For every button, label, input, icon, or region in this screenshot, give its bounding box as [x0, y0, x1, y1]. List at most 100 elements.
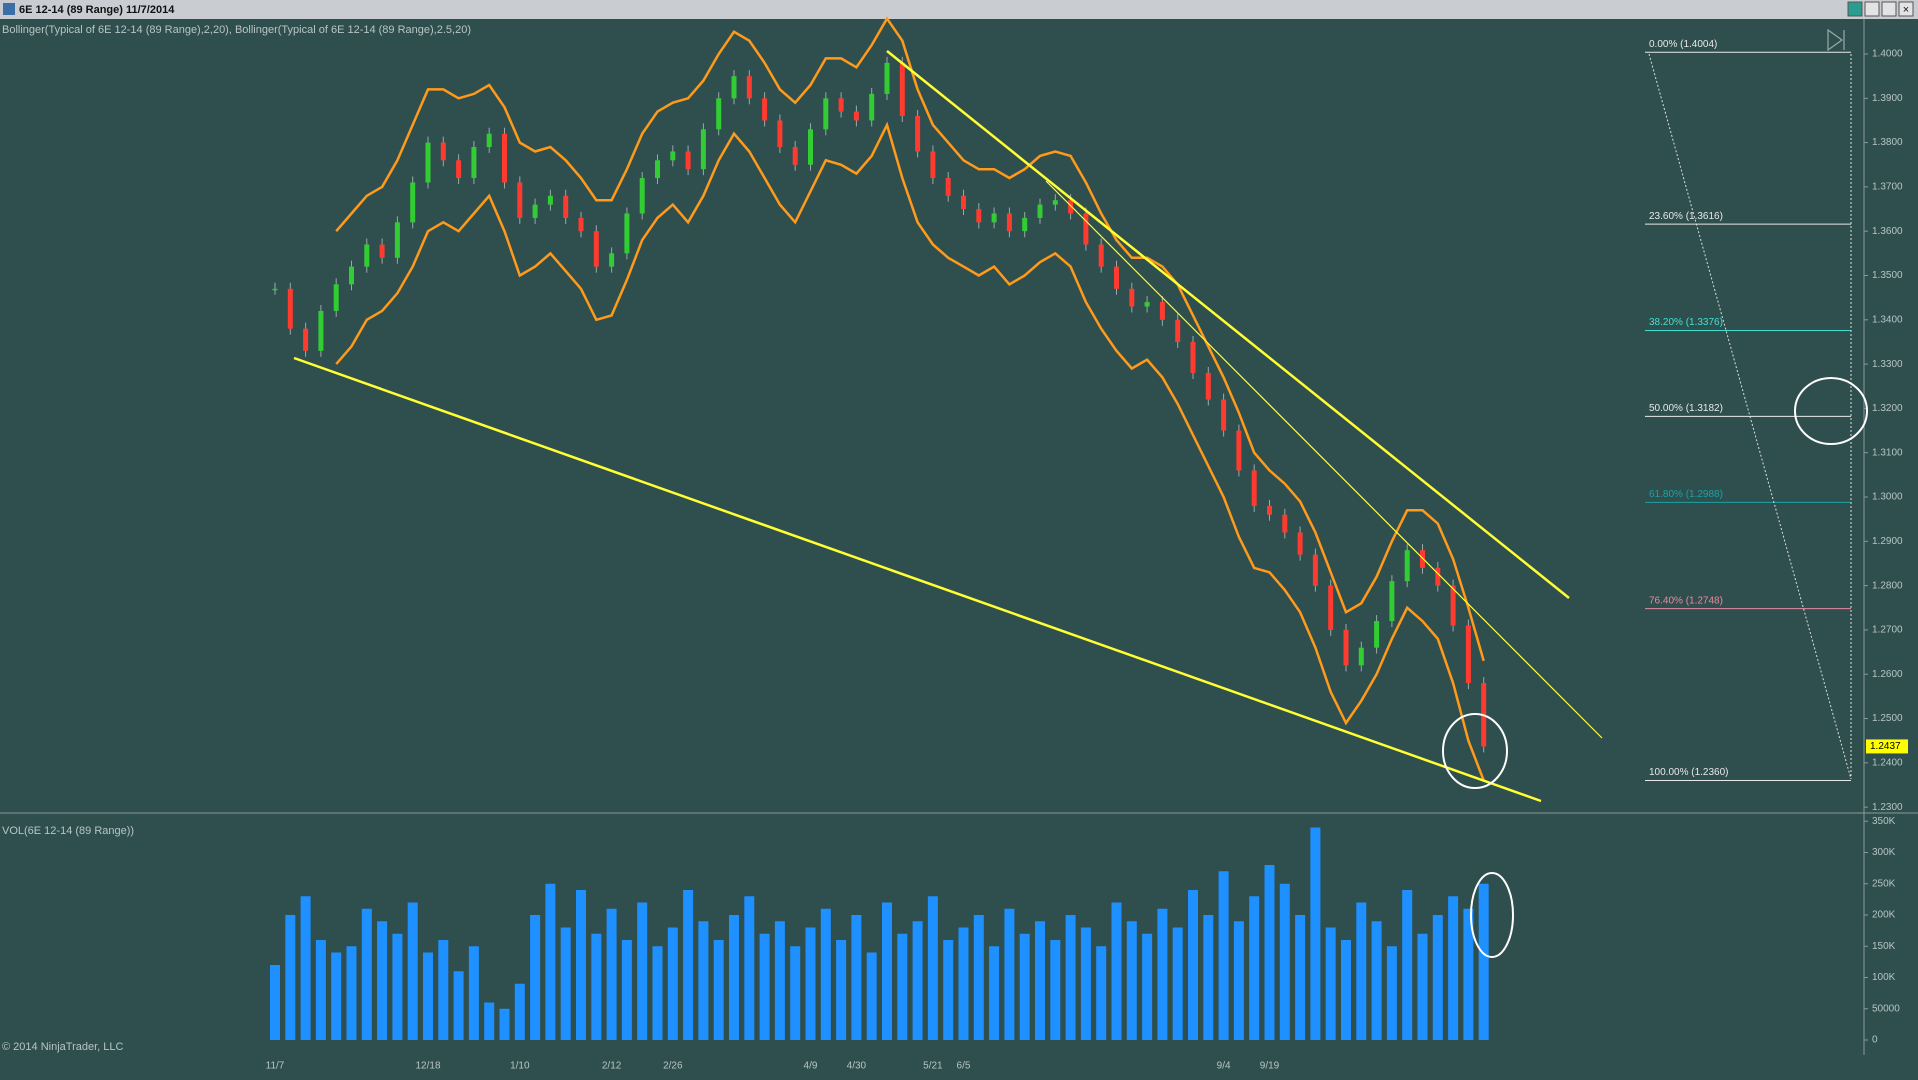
- y-tick-label: 1.2900: [1872, 536, 1903, 547]
- volume-bar: [514, 983, 525, 1040]
- candle-body: [1420, 550, 1425, 568]
- candle-body: [746, 76, 752, 99]
- x-tick-label: 11/7: [266, 1061, 285, 1072]
- volume-bar: [1432, 915, 1443, 1040]
- volume-bar: [683, 890, 694, 1040]
- fib-label: 38.20% (1.3376): [1649, 317, 1723, 328]
- y-tick-label: 0: [1872, 1035, 1878, 1046]
- volume-bar: [866, 952, 877, 1040]
- x-tick-label: 9/4: [1217, 1061, 1231, 1072]
- volume-bar: [1417, 933, 1428, 1040]
- fib-label: 23.60% (1.3616): [1649, 211, 1723, 222]
- support-trendline[interactable]: [293, 356, 1542, 803]
- candle-body: [517, 182, 523, 218]
- candle-body: [700, 129, 706, 170]
- candle-body: [333, 284, 339, 311]
- candle-body: [1282, 514, 1288, 533]
- volume-bar: [851, 915, 862, 1040]
- volume-bar: [927, 896, 938, 1040]
- candle-body: [1465, 625, 1471, 684]
- channel-trendline[interactable]: [1045, 180, 1603, 739]
- volume-bar: [1218, 871, 1229, 1040]
- candle-body: [869, 93, 875, 121]
- candle-body: [976, 209, 982, 223]
- volume-bar: [1295, 915, 1306, 1040]
- volume-bar: [1188, 890, 1198, 1040]
- candle-body: [1083, 213, 1089, 245]
- volume-bar: [438, 940, 449, 1040]
- volume-bar: [270, 965, 280, 1040]
- volume-bar: [897, 933, 908, 1040]
- volume-bar: [1126, 921, 1137, 1040]
- volume-bar: [606, 908, 617, 1040]
- highlight-circle[interactable]: [1442, 713, 1508, 789]
- volume-bar: [820, 908, 831, 1040]
- fib-diagonal: [1648, 53, 1852, 780]
- volume-bar: [499, 1008, 510, 1040]
- pin-button[interactable]: [1847, 1, 1863, 17]
- resistance-trendline[interactable]: [886, 50, 1570, 599]
- volume-bar: [1050, 940, 1061, 1040]
- volume-bar: [973, 915, 984, 1040]
- y-tick-label: 1.2500: [1872, 713, 1903, 724]
- fib-label: 76.40% (1.2748): [1649, 595, 1723, 606]
- candle-body: [349, 266, 354, 285]
- candle-body: [1343, 629, 1349, 666]
- y-tick-label: 1.3700: [1872, 182, 1903, 193]
- volume-bar: [1279, 883, 1290, 1040]
- volume-bar: [1019, 933, 1030, 1040]
- candle-body: [838, 98, 844, 112]
- volume-bar: [774, 921, 785, 1040]
- candle-body: [318, 310, 324, 351]
- x-tick-label: 12/18: [415, 1061, 440, 1072]
- y-tick-label: 250K: [1872, 878, 1896, 889]
- volume-bar: [453, 971, 464, 1040]
- volume-bar: [667, 927, 678, 1040]
- volume-bar: [1310, 827, 1321, 1040]
- volume-bar: [805, 927, 816, 1040]
- y-tick-label: 1.3500: [1872, 270, 1903, 281]
- scroll-end-button[interactable]: [1827, 28, 1845, 52]
- volume-bar: [1035, 921, 1045, 1040]
- volume-bar: [300, 896, 311, 1040]
- candle-body: [1006, 213, 1012, 232]
- highlight-circle[interactable]: [1470, 872, 1514, 958]
- y-tick-label: 1.3600: [1872, 226, 1903, 237]
- upper-band: [335, 16, 1485, 662]
- x-tick-label: 2/26: [663, 1061, 683, 1072]
- x-tick-label: 2/12: [602, 1061, 622, 1072]
- volume-bar: [361, 908, 372, 1040]
- candle-body: [471, 147, 477, 179]
- candle-body: [685, 151, 691, 170]
- volume-bar: [989, 946, 1000, 1040]
- candle-body: [624, 213, 630, 254]
- y-tick-label: 1.2800: [1872, 580, 1903, 591]
- candle-body: [1267, 505, 1272, 515]
- y-tick-label: 1.4000: [1872, 49, 1903, 60]
- candle-body: [1052, 200, 1058, 205]
- volume-bar: [744, 896, 755, 1040]
- highlight-circle[interactable]: [1794, 377, 1868, 445]
- volume-bar: [591, 933, 602, 1040]
- candle-body: [655, 160, 660, 179]
- maximize-button[interactable]: [1881, 1, 1897, 17]
- candle-body: [1129, 288, 1135, 307]
- candle-body: [1435, 567, 1441, 586]
- x-tick-label: 4/9: [804, 1061, 818, 1072]
- x-tick-label: 5/21: [923, 1061, 943, 1072]
- volume-bar: [1249, 896, 1260, 1040]
- candle-body: [991, 213, 997, 223]
- candle-body: [1205, 372, 1211, 400]
- last-price-label: 1.2437: [1870, 741, 1901, 752]
- candle-body: [823, 98, 829, 130]
- close-button[interactable]: [1898, 1, 1914, 17]
- x-tick-label: 1/10: [510, 1061, 530, 1072]
- candle-body: [563, 195, 569, 218]
- volume-bar: [545, 883, 556, 1040]
- candle-body: [547, 195, 553, 205]
- candle-body: [440, 142, 446, 161]
- volume-bar: [1341, 940, 1351, 1040]
- volume-bar: [1172, 927, 1183, 1040]
- minimize-button[interactable]: [1864, 1, 1880, 17]
